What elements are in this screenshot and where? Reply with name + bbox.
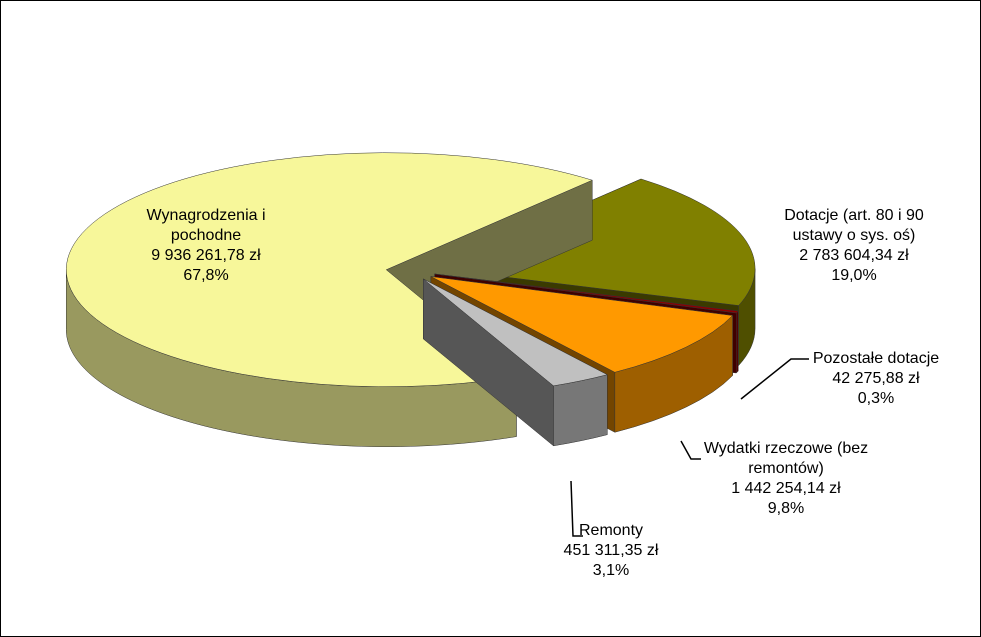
slice — [423, 278, 608, 387]
label-name: Remonty — [578, 522, 644, 539]
label-value: 451 311,35 zł — [563, 542, 659, 559]
label-value: 9 936 261,78 zł — [151, 247, 261, 264]
slice-side — [553, 374, 608, 447]
label-value: 3,1% — [592, 562, 630, 579]
label-value: 9,8% — [767, 500, 805, 517]
label-name: Wydatki rzeczowe (bez remontów) — [703, 440, 869, 477]
label-value: 2 783 604,34 zł — [799, 247, 909, 264]
data-label: Remonty 451 311,35 zł 3,1% — [556, 521, 666, 581]
slice — [434, 273, 739, 314]
slice — [430, 276, 734, 373]
label-value: 19,0% — [831, 267, 877, 284]
label-value: 0,3% — [857, 390, 895, 407]
slice — [65, 152, 593, 387]
label-name: Dotacje (art. 80 i 90 ustawy o sys. oś) — [784, 207, 924, 244]
leader-line — [740, 358, 809, 400]
label-value: 1 442 254,14 zł — [731, 480, 841, 497]
data-label: Wynagrodzenia i pochodne 9 936 261,78 zł 6… — [131, 206, 281, 286]
slice-group — [423, 278, 608, 447]
slice-side — [736, 310, 739, 374]
label-name: Pozostałe dotacje — [812, 350, 940, 367]
data-label: Wydatki rzeczowe (bez remontów) 1 442 254… — [691, 439, 881, 519]
data-label: Dotacje (art. 80 i 90 ustawy o sys. oś) 2… — [759, 206, 949, 286]
data-label: Pozostałe dotacje 42 275,88 zł 0,3% — [791, 349, 961, 409]
label-name: Wynagrodzenia i pochodne — [146, 207, 266, 244]
label-value: 67,8% — [183, 267, 229, 284]
leader-line — [570, 480, 583, 537]
leader-line — [680, 440, 701, 460]
leader-lines — [570, 358, 809, 537]
label-value: 42 275,88 zł — [832, 370, 920, 387]
